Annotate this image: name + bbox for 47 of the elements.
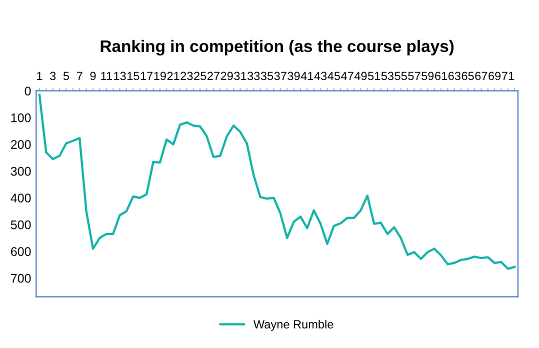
x-tick-label: 53	[381, 72, 394, 80]
x-tick-label: 67	[475, 72, 488, 80]
y-tick-label: 200	[11, 140, 31, 149]
y-tick-label: 400	[10, 194, 31, 202]
x-tick-label: 71	[502, 72, 514, 80]
x-tick-label: 33	[248, 72, 260, 80]
x-tick-label: 29	[220, 72, 233, 80]
x-tick-label: 5	[63, 72, 70, 80]
x-tick-label: 9	[90, 72, 96, 80]
x-tick-label: 45	[328, 72, 340, 80]
x-tick-label: 39	[288, 72, 300, 80]
y-tick-label: 300	[10, 166, 31, 176]
x-tick-label: 19	[154, 72, 166, 80]
x-tick-label: 1	[37, 72, 42, 80]
x-tick-label: 35	[260, 72, 274, 80]
line-series	[38, 94, 516, 270]
x-tick-label: 61	[435, 72, 448, 80]
x-tick-label: 31	[234, 72, 246, 80]
x-tick-label: 37	[274, 72, 286, 80]
x-tick-label: 63	[448, 72, 460, 80]
x-tick-label: 59	[422, 72, 434, 80]
x-tick-label: 41	[300, 72, 314, 80]
x-tick-label: 23	[180, 72, 193, 80]
x-tick-label: 17	[140, 72, 153, 80]
x-tick-label: 7	[76, 72, 82, 80]
x-tick-label: 15	[127, 72, 140, 80]
y-tick-label: 500	[10, 220, 31, 230]
x-tick-label: 27	[207, 72, 220, 80]
x-tick-label: 43	[314, 72, 327, 80]
legend-label: Wayne Rumble	[254, 320, 334, 331]
x-tick-label: 57	[408, 72, 420, 80]
y-tick-label: 0	[24, 86, 31, 96]
x-tick-label: 69	[488, 72, 501, 80]
x-tick-label: 11	[101, 72, 112, 80]
x-tick-label: 55	[394, 72, 407, 80]
x-tick-label: 51	[368, 72, 380, 80]
x-tick-label: 49	[354, 72, 367, 80]
y-tick-label: 100	[11, 113, 31, 122]
x-tick-label: 13	[114, 72, 126, 80]
x-tick-label: 21	[167, 72, 180, 80]
chart-title: Ranking in competition (as the course plays)	[100, 40, 454, 56]
x-tick-label: 25	[194, 72, 206, 80]
x-tick-label: 47	[341, 72, 354, 80]
y-tick-label: 700	[11, 274, 31, 283]
x-tick-label: 65	[462, 72, 474, 80]
y-tick-label: 600	[11, 247, 31, 256]
x-tick-label: 3	[50, 72, 56, 80]
